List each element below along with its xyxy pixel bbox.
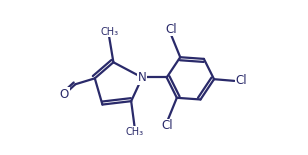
Text: CH₃: CH₃ xyxy=(100,27,118,37)
Text: O: O xyxy=(60,88,69,101)
Text: N: N xyxy=(138,71,147,84)
Text: Cl: Cl xyxy=(235,74,247,87)
Text: Cl: Cl xyxy=(165,23,177,36)
Text: Cl: Cl xyxy=(162,119,173,132)
Text: CH₃: CH₃ xyxy=(125,126,144,137)
